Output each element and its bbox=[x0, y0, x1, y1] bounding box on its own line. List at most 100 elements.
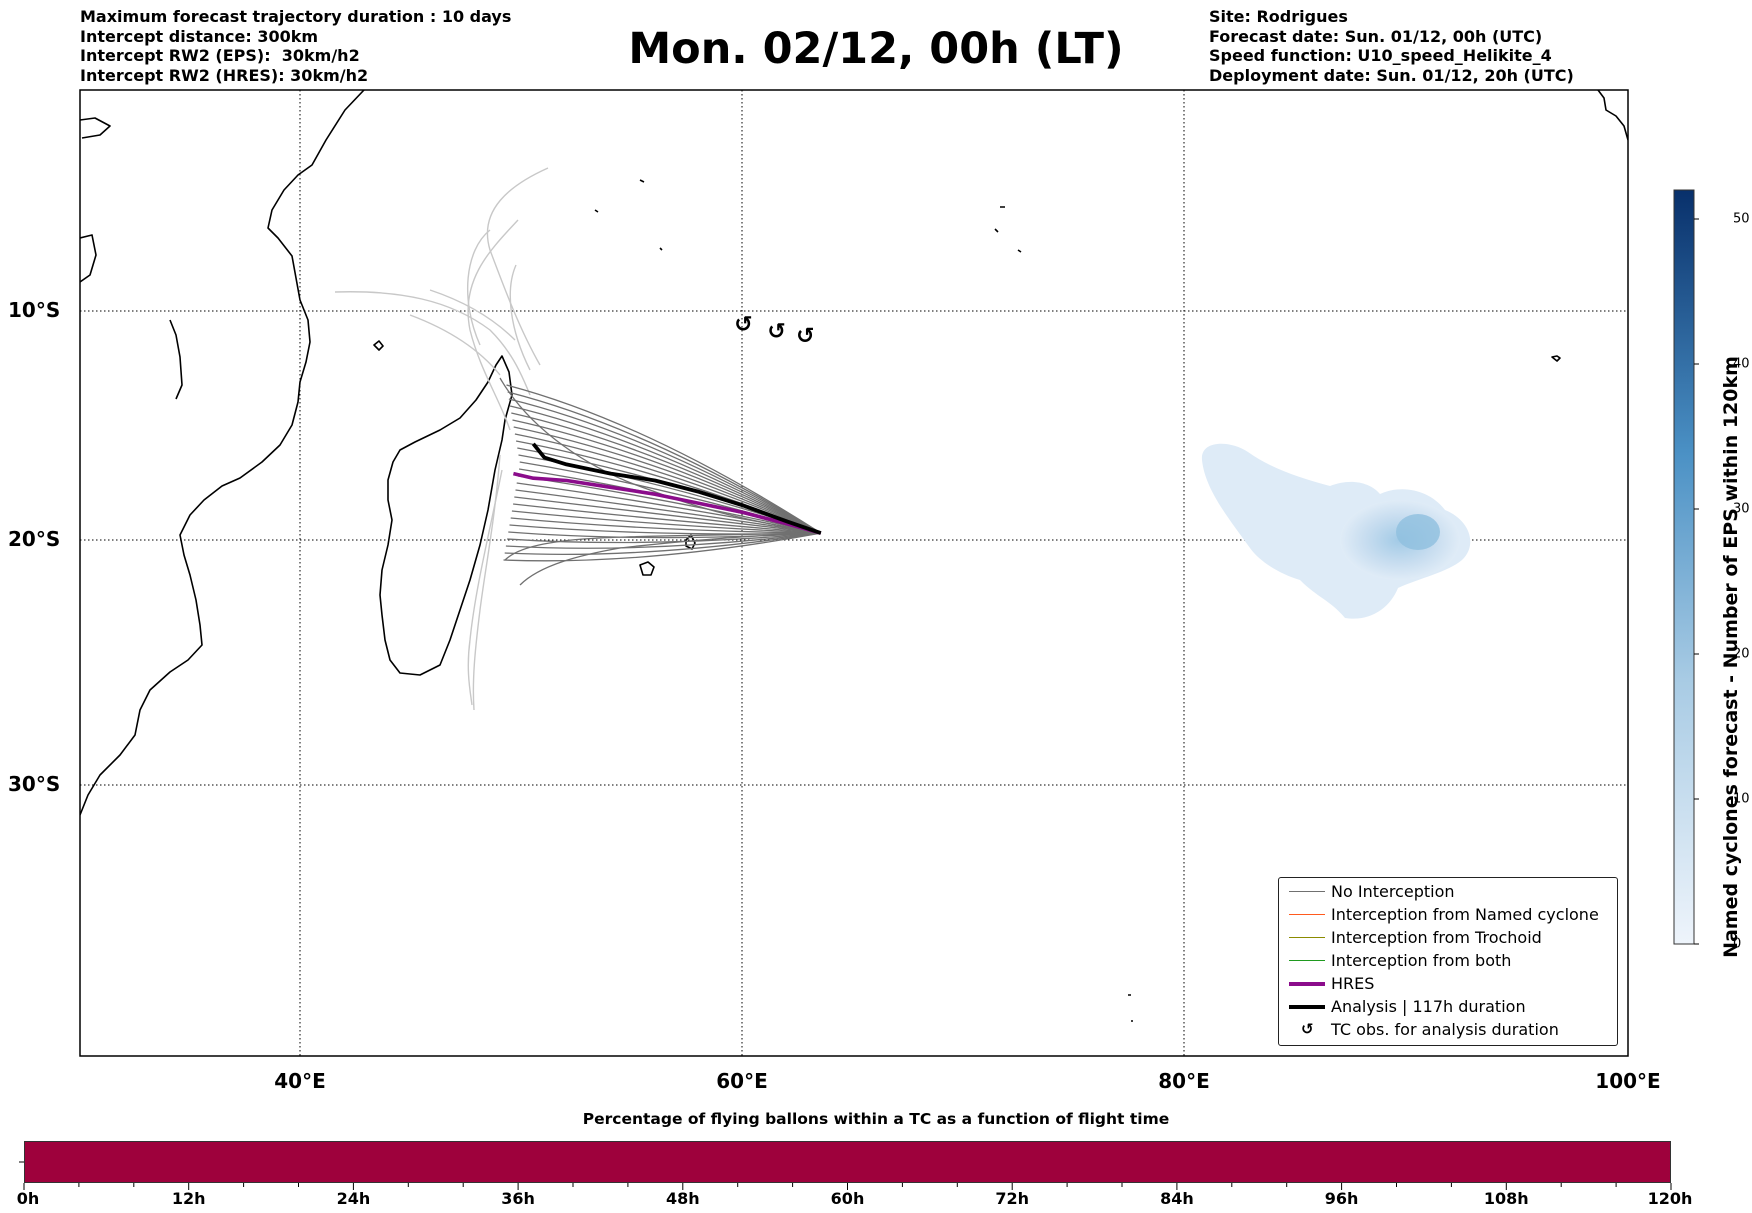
ensemble-track bbox=[505, 532, 821, 549]
ensemble-track bbox=[517, 475, 821, 534]
ensemble-track bbox=[514, 433, 822, 534]
lon-tick-label: 40°E bbox=[274, 1069, 326, 1093]
lon-tick-label: 80°E bbox=[1158, 1069, 1210, 1093]
forecast-date-text: Forecast date: Sun. 01/12, 00h (UTC) bbox=[1209, 26, 1543, 46]
lat-tick-label: 10°S bbox=[8, 298, 61, 322]
ensemble-track bbox=[503, 532, 821, 562]
legend-label: No Interception bbox=[1331, 882, 1455, 901]
max-duration-text: Maximum forecast trajectory duration : 1… bbox=[80, 7, 512, 26]
ensemble-track bbox=[509, 405, 822, 534]
legend-swatch-trochoid bbox=[1289, 937, 1325, 938]
islands-north bbox=[594, 179, 1133, 1022]
time-bar-label: 24h bbox=[336, 1189, 371, 1208]
legend-label: Interception from Named cyclone bbox=[1331, 905, 1599, 924]
ensemble-track bbox=[499, 377, 821, 534]
intercept-eps-text: Intercept RW2 (EPS): 30km/h2 bbox=[80, 46, 360, 65]
intercept-hres-text: Intercept RW2 (HRES): 30km/h2 bbox=[80, 65, 369, 85]
header-right: Site: Rodrigues Forecast date: Sun. 01/1… bbox=[1209, 7, 1574, 85]
legend-label: Interception from both bbox=[1331, 951, 1512, 970]
legend-item: No Interception bbox=[1279, 880, 1617, 903]
site-text: Site: Rodrigues bbox=[1209, 7, 1348, 26]
ensemble-track bbox=[519, 532, 821, 586]
ensemble-track bbox=[507, 532, 821, 544]
intercept-distance-text: Intercept distance: 300km bbox=[80, 26, 319, 46]
cyclone-density-field bbox=[1201, 443, 1471, 619]
time-bar-label: 120h bbox=[1647, 1189, 1693, 1208]
legend-label: TC obs. for analysis duration bbox=[1331, 1020, 1559, 1039]
time-bar-label: 96h bbox=[1324, 1189, 1359, 1208]
light-trajectories bbox=[334, 167, 549, 711]
legend-label: Interception from Trochoid bbox=[1331, 928, 1542, 947]
hres-trajectory bbox=[512, 471, 822, 535]
ensemble-track bbox=[506, 384, 822, 534]
time-bar-ticks bbox=[23, 1183, 1672, 1190]
time-bar-label: 12h bbox=[171, 1189, 206, 1208]
ensemble-track bbox=[504, 532, 821, 556]
lon-tick-label: 60°E bbox=[716, 1069, 768, 1093]
legend-swatch-hres bbox=[1289, 982, 1325, 986]
tc-obs-marker: ↺ bbox=[796, 324, 814, 349]
mozambique-channel-coast bbox=[169, 319, 183, 400]
africa-coastline bbox=[80, 90, 365, 816]
legend-swatch-both bbox=[1289, 960, 1325, 961]
colorbar-ticks bbox=[1694, 218, 1699, 945]
page-title: Mon. 02/12, 00h (LT) bbox=[628, 24, 1124, 74]
deployment-date-text: Deployment date: Sun. 01/12, 20h (UTC) bbox=[1209, 65, 1574, 85]
density-peak bbox=[1396, 514, 1440, 550]
colorbar-tick-label: 10 bbox=[1733, 791, 1750, 807]
horn-coast bbox=[80, 117, 111, 139]
time-bar bbox=[24, 1141, 1671, 1183]
time-bar-label: 72h bbox=[995, 1189, 1030, 1208]
time-bar-label: 48h bbox=[665, 1189, 700, 1208]
colorbar-tick-label: 20 bbox=[1733, 646, 1750, 662]
ensemble-track bbox=[514, 496, 821, 534]
colorbar-tick-label: 30 bbox=[1733, 501, 1750, 517]
time-bar-title: Percentage of flying ballons within a TC… bbox=[582, 1110, 1170, 1128]
time-bar-label: 60h bbox=[830, 1189, 865, 1208]
legend-swatch-analysis bbox=[1289, 1005, 1325, 1009]
colorbar bbox=[1673, 189, 1695, 945]
ensemble-track bbox=[513, 503, 821, 534]
analysis-trajectory bbox=[531, 442, 822, 535]
ensemble-track bbox=[510, 517, 821, 534]
madagascar-coastline bbox=[379, 355, 513, 676]
ensemble-track bbox=[507, 391, 822, 534]
legend-label: Analysis | 117h duration bbox=[1331, 997, 1526, 1016]
map-frame bbox=[79, 89, 1629, 1057]
coastlines bbox=[80, 90, 1628, 1022]
legend-item: ↺ TC obs. for analysis duration bbox=[1279, 1018, 1617, 1041]
legend-item: HRES bbox=[1279, 972, 1617, 995]
kenya-coast bbox=[80, 234, 97, 283]
comoros-isle bbox=[373, 340, 384, 351]
ensemble-track bbox=[511, 510, 821, 534]
legend-swatch-named-cyclone bbox=[1289, 914, 1325, 915]
ensemble-track bbox=[511, 412, 822, 534]
tc-symbol-icon: ↺ bbox=[1301, 1020, 1314, 1038]
legend-item: Interception from Trochoid bbox=[1279, 926, 1617, 949]
colorbar-tick-label: 40 bbox=[1733, 356, 1750, 372]
gridlines bbox=[80, 90, 1628, 1056]
se-asia-coast bbox=[1597, 90, 1628, 141]
rodrigues-isle bbox=[1551, 355, 1561, 362]
time-bar-label: 84h bbox=[1160, 1189, 1194, 1208]
legend-swatch-no-interception bbox=[1289, 891, 1325, 892]
tc-observations: ↺ ↺ ↺ bbox=[734, 313, 814, 349]
tc-obs-marker: ↺ bbox=[767, 320, 785, 345]
legend-item: Interception from Named cyclone bbox=[1279, 903, 1617, 926]
ensemble-track bbox=[512, 419, 822, 534]
map-legend: No Interception Interception from Named … bbox=[1278, 877, 1618, 1046]
colorbar-tick-label: 0 bbox=[1733, 936, 1742, 952]
time-bar-label: 0h bbox=[16, 1189, 40, 1208]
legend-item: Analysis | 117h duration bbox=[1279, 995, 1617, 1018]
time-bar-label: 108h bbox=[1483, 1189, 1529, 1208]
ensemble-track bbox=[504, 532, 821, 561]
legend-item: Interception from both bbox=[1279, 949, 1617, 972]
reunion-isle bbox=[639, 561, 655, 576]
ensemble-track bbox=[515, 489, 821, 534]
colorbar-tick-label: 50 bbox=[1733, 211, 1750, 227]
speed-function-text: Speed function: U10_speed_Helikite_4 bbox=[1209, 46, 1552, 65]
time-bar-label: 36h bbox=[501, 1189, 535, 1208]
lon-tick-label: 100°E bbox=[1595, 1069, 1661, 1093]
ensemble-track bbox=[508, 398, 822, 534]
